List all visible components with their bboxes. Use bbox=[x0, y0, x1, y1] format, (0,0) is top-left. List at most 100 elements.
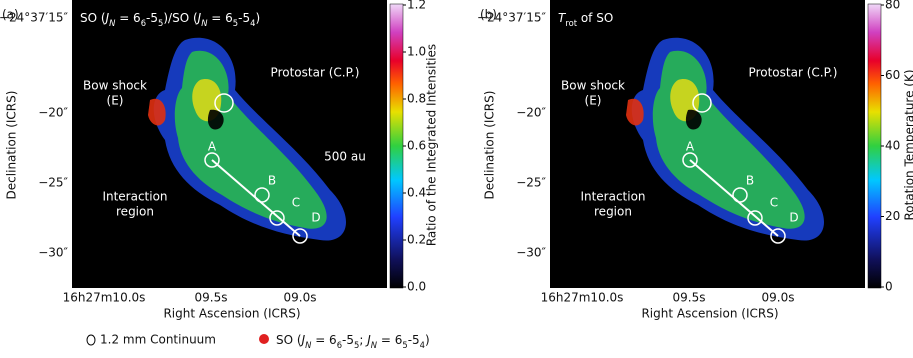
x-tick-label: 16h27m10.0s bbox=[541, 291, 624, 305]
text-segment: 4 bbox=[250, 18, 255, 28]
position-marker bbox=[682, 152, 698, 168]
protostar bbox=[214, 93, 234, 113]
text-segment: J bbox=[300, 333, 306, 347]
position-marker bbox=[269, 210, 285, 226]
x-tick-label: 09.5s bbox=[673, 291, 706, 305]
x-axis-label: Right Ascension (ICRS) bbox=[641, 307, 778, 321]
text-segment: N bbox=[201, 18, 208, 28]
x-tick-label: 16h27m10.0s bbox=[63, 291, 146, 305]
x-tick-label: 09.0s bbox=[762, 291, 795, 305]
annotation: region bbox=[116, 205, 154, 219]
text-segment: 6 bbox=[141, 18, 146, 28]
annotation: B bbox=[746, 174, 754, 188]
colorbar-tick-label: 40 bbox=[885, 139, 900, 153]
annotation: Protostar (C.P.) bbox=[271, 66, 360, 80]
colorbar-tick-label: 1.0 bbox=[407, 45, 426, 59]
y-tick-label: −25″ bbox=[38, 176, 68, 190]
text-segment: -5 bbox=[342, 333, 354, 347]
y-axis-label: Declination (ICRS) bbox=[5, 91, 19, 200]
emission bbox=[148, 98, 166, 126]
text-segment: 5 bbox=[158, 18, 163, 28]
text-segment: )/SO ( bbox=[163, 11, 197, 25]
text-segment: T bbox=[558, 11, 567, 25]
annotation: B bbox=[268, 174, 276, 188]
colorbar-tick-label: 0.8 bbox=[407, 92, 426, 106]
text-segment: 5 bbox=[233, 18, 238, 28]
colorbar bbox=[867, 3, 882, 289]
text-segment: ; bbox=[359, 333, 367, 347]
text-segment: = 6 bbox=[311, 333, 336, 347]
text-segment: ) bbox=[255, 11, 260, 25]
text-segment: SO ( bbox=[80, 11, 106, 25]
annotation: Protostar (C.P.) bbox=[749, 66, 838, 80]
annotation: C bbox=[292, 196, 300, 210]
text-segment: of SO bbox=[577, 11, 613, 25]
colorbar bbox=[389, 3, 404, 289]
annotation: Bow shock bbox=[561, 79, 625, 93]
text-segment: = 6 bbox=[377, 333, 402, 347]
text-segment: -5 bbox=[408, 333, 420, 347]
y-tick-label: −24°37′15″ bbox=[0, 11, 69, 25]
colorbar-tick-label: 0.0 bbox=[407, 280, 426, 294]
y-tick-label: −30″ bbox=[516, 246, 546, 260]
y-tick-label: −20″ bbox=[38, 106, 68, 120]
panel-label: (b) bbox=[480, 8, 497, 22]
annotation: D bbox=[789, 211, 798, 225]
colorbar-tick-label: 0.2 bbox=[407, 233, 426, 247]
y-tick-label: −20″ bbox=[516, 106, 546, 120]
annotation: A bbox=[686, 140, 695, 154]
legend-continuum: 1.2 mm Continuum bbox=[100, 333, 216, 347]
text-segment: -5 bbox=[146, 11, 158, 25]
colorbar-label: Ratio of the Integrated Intensities bbox=[425, 44, 439, 246]
x-tick-label: 09.0s bbox=[284, 291, 317, 305]
text-segment: ) bbox=[425, 333, 430, 347]
text-segment: J bbox=[196, 11, 202, 25]
annotation: region bbox=[594, 205, 632, 219]
position-marker bbox=[732, 187, 748, 203]
annotation: A bbox=[208, 140, 217, 154]
y-tick-label: −24°37′15″ bbox=[477, 11, 547, 25]
text-segment: 6 bbox=[337, 340, 342, 350]
legend-continuum-icon bbox=[86, 334, 96, 346]
colorbar-tick-label: 0.4 bbox=[407, 186, 426, 200]
colorbar-tick-label: 0 bbox=[885, 280, 893, 294]
text-segment: N bbox=[109, 18, 116, 28]
annotation: D bbox=[311, 211, 320, 225]
text-segment: = 6 bbox=[115, 11, 140, 25]
colorbar-tick-label: 1.2 bbox=[407, 0, 426, 12]
legend-so-icon bbox=[259, 334, 269, 344]
protostar bbox=[692, 93, 712, 113]
emission bbox=[626, 98, 644, 126]
text-segment: 4 bbox=[420, 340, 425, 350]
y-axis-label: Declination (ICRS) bbox=[483, 91, 497, 200]
position-marker bbox=[254, 187, 270, 203]
colorbar-tick-label: 60 bbox=[885, 68, 900, 82]
colorbar-tick-label: 80 bbox=[885, 0, 900, 12]
annotation: (E) bbox=[107, 94, 124, 108]
text-segment: 5 bbox=[402, 340, 407, 350]
text-segment: SO ( bbox=[276, 333, 302, 347]
emission bbox=[207, 109, 224, 130]
annotation: Interaction bbox=[102, 190, 167, 204]
annotation: Interaction bbox=[580, 190, 645, 204]
text-segment: N bbox=[371, 340, 378, 350]
text-segment: 5 bbox=[354, 340, 359, 350]
y-tick-label: −25″ bbox=[516, 176, 546, 190]
text-segment: N bbox=[305, 340, 312, 350]
x-axis-label: Right Ascension (ICRS) bbox=[163, 307, 300, 321]
position-marker bbox=[204, 152, 220, 168]
text-segment: rot bbox=[565, 18, 577, 28]
text-segment: = 6 bbox=[207, 11, 232, 25]
emission bbox=[685, 109, 702, 130]
position-marker bbox=[770, 228, 786, 244]
text-segment: J bbox=[104, 11, 110, 25]
colorbar-label: Rotation Temperature (K) bbox=[903, 69, 913, 220]
panel-label: (a) bbox=[2, 8, 19, 22]
colorbar-tick-label: 0.6 bbox=[407, 139, 426, 153]
annotation: C bbox=[770, 196, 778, 210]
colorbar-tick-label: 20 bbox=[885, 209, 900, 223]
position-marker bbox=[747, 210, 763, 226]
annotation: 500 au bbox=[324, 150, 366, 164]
panel-title: Trot of SO bbox=[558, 11, 613, 28]
y-tick-label: −30″ bbox=[38, 246, 68, 260]
